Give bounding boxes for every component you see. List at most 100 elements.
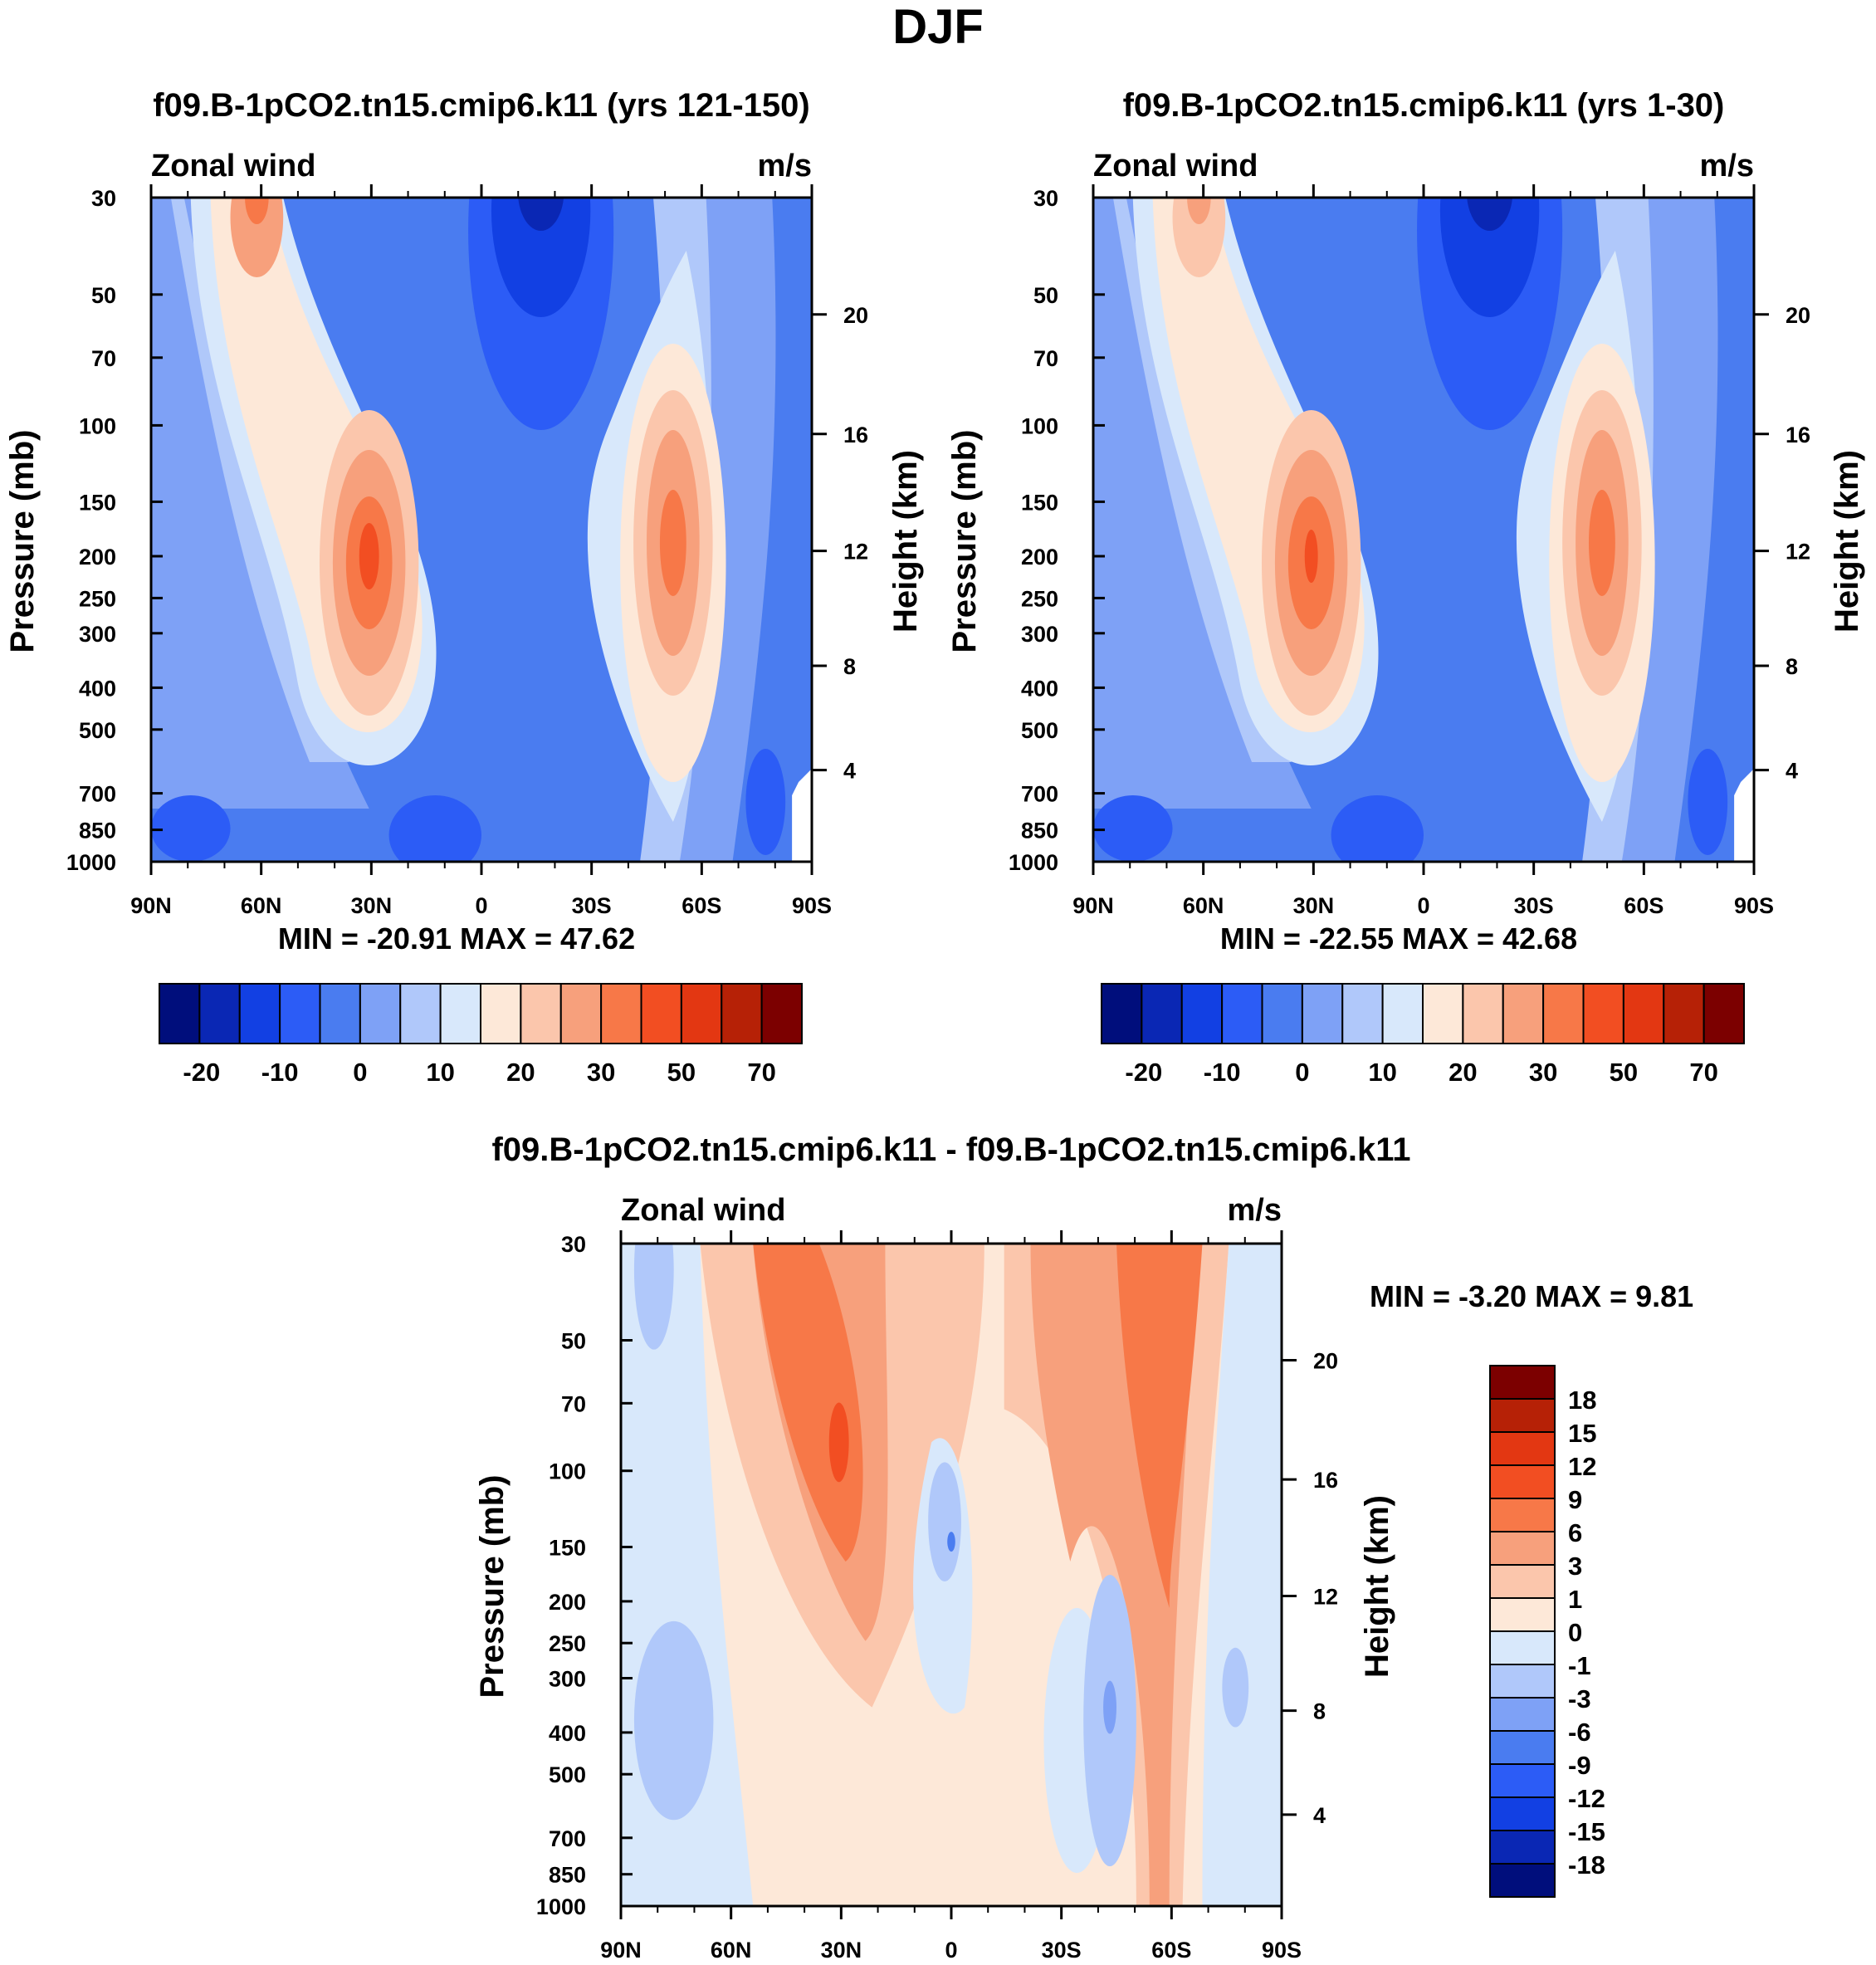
- min-max-text: MIN = -22.55 MAX = 42.68: [1220, 921, 1577, 956]
- colorbar-label: 10: [1368, 1058, 1396, 1087]
- colorbar-label: -6: [1568, 1718, 1591, 1747]
- x-tick-label: 60S: [1151, 1938, 1191, 1963]
- colorbar-label: -1: [1568, 1651, 1591, 1680]
- y-tick-label: 500: [1021, 718, 1058, 743]
- x-tick-label: 30N: [351, 893, 393, 918]
- height-tick-label: 4: [1313, 1803, 1326, 1828]
- x-tick-label: 90S: [1262, 1938, 1302, 1963]
- colorbar-label: -20: [183, 1058, 220, 1087]
- colorbar-swatch: [1381, 983, 1424, 1044]
- height-axis-label: Height (km): [1359, 1495, 1395, 1678]
- panel-title: f09.B-1pCO2.tn15.cmip6.k11 (yrs 1-30): [1123, 87, 1725, 124]
- height-tick-label: 20: [1786, 303, 1810, 328]
- x-tick-label: 30S: [1514, 893, 1554, 918]
- y-axis-label: Pressure (mb): [4, 430, 41, 653]
- colorbar-label: 20: [506, 1058, 535, 1087]
- x-tick-label: 90N: [1072, 893, 1114, 918]
- panel-1: f09.B-1pCO2.tn15.cmip6.k11 (yrs 121-150)…: [4, 87, 924, 1087]
- colorbar-swatch: [279, 983, 321, 1044]
- y-axis-label: Pressure (mb): [474, 1475, 511, 1699]
- contour-diff-sh-polar: [1202, 1244, 1282, 1906]
- contour-nh-strat: [230, 198, 284, 277]
- colorbar-swatch: [1582, 983, 1624, 1044]
- y-tick-label: 30: [1033, 186, 1058, 211]
- colorbar-label: 12: [1568, 1452, 1596, 1481]
- height-tick-label: 16: [1313, 1468, 1338, 1493]
- colorbar-swatch: [721, 983, 763, 1044]
- colorbar-swatch: [1489, 1664, 1556, 1699]
- y-tick-label: 1000: [66, 850, 116, 875]
- colorbar-swatch: [480, 983, 522, 1044]
- colorbar-swatch: [359, 983, 402, 1044]
- contour-fill: [1093, 198, 1754, 862]
- subtitle-left: Zonal wind: [1093, 149, 1258, 183]
- contour-diff-sh-pos-6: [1116, 1244, 1203, 1608]
- colorbar-swatch: [1489, 1431, 1556, 1466]
- y-tick-label: 50: [561, 1329, 586, 1354]
- y-tick-label: 300: [549, 1666, 586, 1691]
- colorbar-swatch: [1221, 983, 1263, 1044]
- topography-mask: [792, 769, 812, 862]
- colorbar-swatch: [1341, 983, 1384, 1044]
- y-tick-label: 100: [79, 413, 116, 438]
- y-tick-label: 200: [549, 1590, 586, 1615]
- colorbar: 18 15 12 9 6 3 1 0 -1 -3 -6 -9 -12 -15 -18: [1489, 1365, 1605, 1898]
- colorbar-swatch: [1489, 1763, 1556, 1798]
- colorbar-swatch: [1502, 983, 1545, 1044]
- colorbar-label: 30: [587, 1058, 615, 1087]
- height-tick-label: 8: [843, 654, 856, 679]
- contour-diff-nh-neg-2: [633, 1244, 674, 1350]
- colorbar-swatch: [1180, 983, 1224, 1044]
- y-tick-label: 30: [91, 186, 116, 211]
- x-tick-label: 0: [945, 1938, 957, 1963]
- colorbar-swatch: [1489, 1498, 1556, 1532]
- contour-diff-sh-polar-2: [1222, 1647, 1249, 1728]
- y-tick-label: 700: [79, 782, 116, 807]
- height-tick-label: 20: [843, 303, 868, 328]
- colorbar-swatch: [198, 983, 241, 1044]
- panel-2: f09.B-1pCO2.tn15.cmip6.k11 (yrs 1-30) Zon…: [946, 87, 1865, 1087]
- colorbar-swatch: [1462, 983, 1504, 1044]
- x-tick-label: 60S: [1624, 893, 1663, 918]
- colorbar-swatch: [1489, 1796, 1556, 1831]
- y-tick-label: 700: [549, 1826, 586, 1851]
- x-tick-label: 60N: [711, 1938, 752, 1963]
- y-tick-label: 150: [549, 1535, 586, 1560]
- x-tick-label: 90N: [130, 893, 172, 918]
- contour-band-nh-pale: [1112, 198, 1292, 762]
- height-tick-label: 12: [1313, 1585, 1338, 1610]
- contour-band-nh-pale: [170, 198, 349, 762]
- colorbar-swatch: [238, 983, 281, 1044]
- contour-nh-strat-core: [245, 198, 269, 224]
- colorbar-label: 70: [747, 1058, 775, 1087]
- x-tick-label: 0: [1417, 893, 1429, 918]
- colorbar-label: -20: [1125, 1058, 1162, 1087]
- contour-easterly-3: [518, 198, 564, 231]
- y-tick-label: 850: [79, 819, 116, 843]
- y-tick-label: 400: [79, 676, 116, 701]
- x-tick-label: 30N: [821, 1938, 862, 1963]
- panel-difference: f09.B-1pCO2.tn15.cmip6.k11 - f09.B-1pCO2…: [474, 1132, 1693, 1963]
- y-tick-label: 500: [549, 1762, 586, 1787]
- x-tick-label: 60N: [1183, 893, 1224, 918]
- panel-title: f09.B-1pCO2.tn15.cmip6.k11 - f09.B-1pCO2…: [491, 1132, 1410, 1168]
- colorbar-label: 15: [1568, 1419, 1596, 1448]
- colorbar-swatch: [319, 983, 361, 1044]
- contour-nh-strat: [1172, 198, 1226, 277]
- y-tick-label: 250: [1021, 586, 1058, 611]
- colorbar-swatch: [1101, 983, 1143, 1044]
- contour-easterly-2: [1439, 198, 1540, 317]
- y-tick-label: 1000: [536, 1894, 586, 1919]
- height-tick-label: 4: [843, 759, 856, 784]
- contour-surface-blue-1: [1093, 795, 1173, 862]
- colorbar-swatch: [1422, 983, 1464, 1044]
- colorbar-swatch: [1489, 1730, 1556, 1765]
- y-axis-label: Pressure (mb): [946, 430, 983, 653]
- contour-diff-sh-neg-3: [1103, 1680, 1117, 1734]
- min-max-text: MIN = -3.20 MAX = 9.81: [1370, 1279, 1693, 1313]
- colorbar-swatch: [1489, 1365, 1556, 1400]
- colorbar-swatch: [520, 983, 562, 1044]
- y-tick-label: 850: [1021, 819, 1058, 843]
- height-axis-label: Height (km): [887, 450, 924, 633]
- height-tick-label: 12: [1786, 540, 1810, 565]
